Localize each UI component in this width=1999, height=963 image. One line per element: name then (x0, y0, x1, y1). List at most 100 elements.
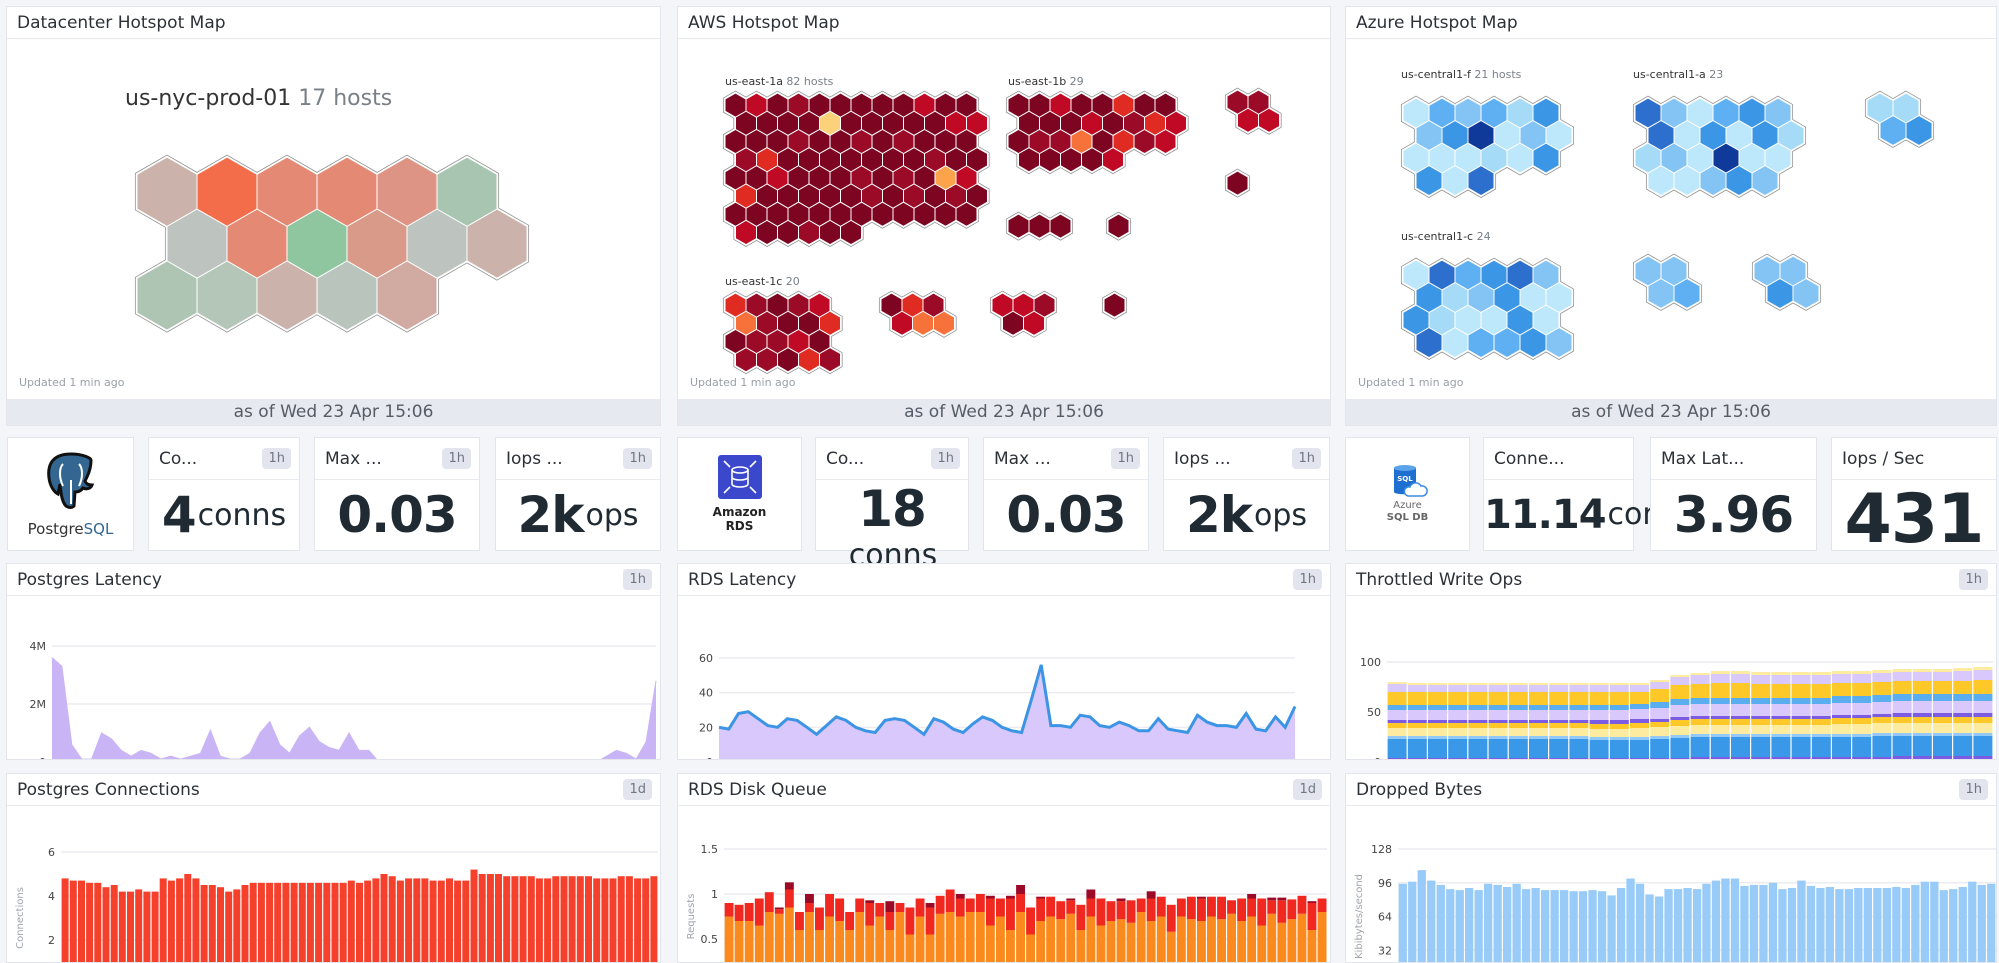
bar (1318, 912, 1327, 963)
bar (536, 878, 543, 963)
bar (1978, 885, 1986, 963)
area-series (52, 658, 656, 760)
bar (332, 883, 339, 963)
bar (1812, 725, 1831, 734)
bar (885, 930, 894, 963)
host-group[interactable] (1226, 89, 1281, 134)
host-group[interactable] (1634, 255, 1702, 311)
bar (1489, 685, 1508, 692)
stat-tile[interactable]: Max ...1h 0.03 (983, 437, 1149, 551)
pgconn-chart[interactable]: 0246Connections (7, 806, 661, 963)
bar (1664, 889, 1672, 963)
bar (1812, 716, 1831, 719)
stat-number: 0.03 (1006, 486, 1125, 544)
bar (282, 883, 289, 963)
bar (855, 912, 864, 963)
stat-tile[interactable]: Max ...1h 0.03 (314, 437, 480, 551)
host-group[interactable] (991, 292, 1057, 337)
pglat-chart[interactable]: 02M4M14:1514:3014:4515:00 (7, 596, 661, 760)
bar (1036, 921, 1045, 963)
bar (1711, 716, 1730, 719)
bar (1489, 758, 1508, 760)
bar (1509, 705, 1528, 710)
bar (1408, 710, 1427, 720)
bar (1308, 930, 1317, 963)
bar (1529, 728, 1548, 736)
host-group[interactable] (1007, 92, 1188, 174)
bar (1549, 683, 1568, 685)
bar (1277, 898, 1286, 901)
bar (1893, 672, 1912, 681)
bar (1569, 723, 1588, 728)
bar (1590, 710, 1609, 720)
bar (152, 892, 159, 963)
rdslat-chart[interactable]: 020406014:1514:3014:4515:00 (678, 596, 1331, 760)
host-group[interactable] (724, 92, 989, 247)
bar (805, 903, 814, 912)
host-group[interactable] (1402, 97, 1574, 198)
host-group[interactable] (1634, 97, 1806, 198)
time-badge: 1h (623, 448, 652, 469)
bar (1308, 901, 1317, 903)
bar (725, 903, 734, 917)
bar (1852, 737, 1871, 757)
host-group[interactable] (1107, 213, 1131, 240)
bar (479, 874, 486, 963)
thr-chart[interactable]: 05010014:1514:3014:4515:00 (1346, 596, 1997, 760)
bar (1217, 897, 1226, 920)
bar (1509, 739, 1528, 758)
bar (1712, 881, 1720, 963)
datacenter-hostmap[interactable]: us-nyc-prod-01 17 hosts (7, 7, 662, 427)
bar (765, 912, 774, 963)
bar (446, 878, 453, 963)
host-group[interactable] (136, 156, 529, 332)
bar (1650, 727, 1669, 736)
bar (1551, 890, 1559, 963)
thr-panel: Throttled Write Ops1h05010014:1514:3014:… (1345, 563, 1997, 760)
host-group[interactable] (1402, 259, 1574, 360)
bar (381, 874, 388, 963)
stat-number: 18 (858, 480, 926, 538)
as-of-footer: as of Wed 23 Apr 15:06 (7, 399, 660, 425)
stat-value: 0.03 (984, 480, 1148, 550)
bar (1872, 733, 1891, 736)
host-group[interactable] (880, 292, 956, 337)
bar (1468, 728, 1487, 736)
bar (1016, 912, 1025, 963)
bar (1579, 891, 1587, 963)
y-tick-label: 96 (1378, 877, 1392, 890)
azure-hotspot-panel: Azure Hotspot Map us-central1-f 21 hosts… (1345, 6, 1997, 426)
bar (487, 874, 494, 963)
drop-chart[interactable]: 0326496128Kibibytes/second (1346, 806, 1997, 963)
stat-number: 2k (517, 486, 583, 544)
bar (1549, 758, 1568, 760)
bar (266, 883, 273, 963)
bar (1711, 757, 1730, 760)
bar (1973, 733, 1992, 736)
host-group[interactable] (1753, 255, 1821, 311)
bar (956, 894, 965, 899)
host-group[interactable] (1007, 213, 1073, 240)
bar (62, 878, 69, 963)
stat-tile[interactable]: Max Lat... 3.96 (1650, 437, 1817, 551)
host-group[interactable] (1103, 292, 1127, 319)
bar (1650, 702, 1669, 708)
host-group[interactable] (1866, 92, 1934, 148)
stat-tile[interactable]: Iops / Sec 431 (1831, 437, 1997, 551)
stat-value: 0.03 (315, 480, 479, 550)
bar (1408, 723, 1427, 728)
host-group[interactable] (1226, 170, 1250, 197)
bar (577, 876, 584, 963)
host-group[interactable] (724, 292, 842, 374)
bar (1529, 705, 1548, 710)
stat-tile[interactable]: Conne... 11.14conns (1483, 437, 1634, 551)
